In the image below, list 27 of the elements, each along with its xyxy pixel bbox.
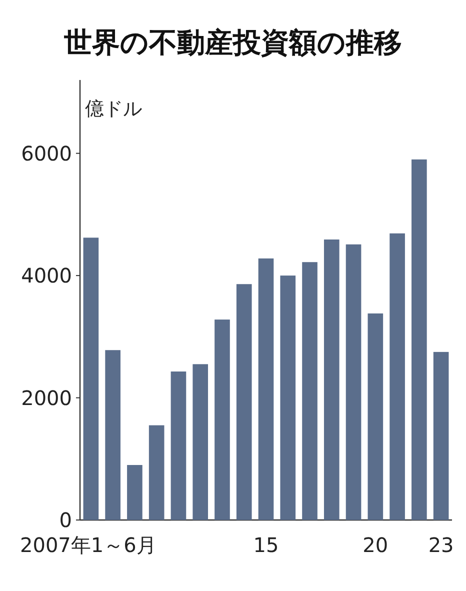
- chart-title: 世界の不動産投資額の推移: [63, 26, 402, 59]
- bar: [433, 352, 449, 520]
- bar: [346, 244, 362, 520]
- bar: [170, 372, 186, 520]
- bar: [83, 238, 99, 520]
- y-tick-label: 0: [59, 508, 72, 532]
- bar: [368, 313, 384, 520]
- y-tick-label: 6000: [21, 141, 72, 166]
- bar: [148, 425, 164, 520]
- x-tick-label: 2007年1～6月: [20, 533, 156, 557]
- bar: [127, 465, 142, 520]
- x-tick-label: 15: [253, 533, 279, 557]
- bar: [105, 350, 120, 520]
- bar: [236, 284, 252, 520]
- y-tick-label: 4000: [21, 264, 72, 288]
- bar: [324, 240, 340, 520]
- bar: [390, 233, 405, 520]
- bar: [280, 276, 296, 520]
- bar: [192, 364, 208, 520]
- y-tick-label: 2000: [21, 386, 72, 410]
- bar: [214, 320, 230, 520]
- bar: [412, 159, 427, 520]
- y-axis-title: 億ドル: [85, 98, 142, 120]
- bar: [258, 258, 274, 520]
- x-tick-label: 23: [428, 533, 454, 557]
- bar: [302, 262, 318, 520]
- x-tick-label: 20: [362, 533, 388, 557]
